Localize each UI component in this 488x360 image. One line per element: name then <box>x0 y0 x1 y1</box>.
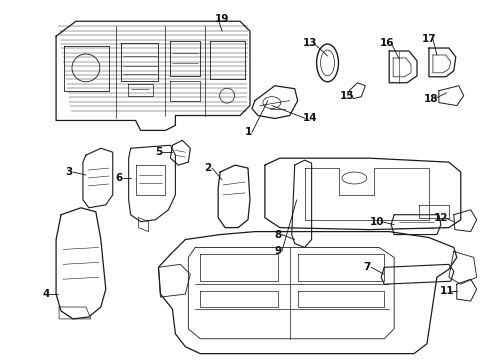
Polygon shape <box>453 210 476 231</box>
Text: 8: 8 <box>274 230 281 239</box>
Polygon shape <box>381 264 453 284</box>
Polygon shape <box>128 145 175 222</box>
Text: 13: 13 <box>302 38 316 48</box>
Polygon shape <box>83 148 113 208</box>
Polygon shape <box>121 43 158 81</box>
Polygon shape <box>349 83 365 99</box>
Polygon shape <box>456 279 476 301</box>
Polygon shape <box>438 86 463 105</box>
Text: 5: 5 <box>155 147 162 157</box>
Text: 10: 10 <box>369 217 384 227</box>
Text: 14: 14 <box>302 113 316 123</box>
Text: 18: 18 <box>423 94 437 104</box>
Text: 6: 6 <box>115 173 122 183</box>
Polygon shape <box>264 158 460 230</box>
Text: 12: 12 <box>433 213 447 223</box>
Polygon shape <box>170 140 190 165</box>
Text: 3: 3 <box>65 167 73 177</box>
Polygon shape <box>56 21 249 130</box>
Polygon shape <box>56 208 105 319</box>
Text: 17: 17 <box>421 34 435 44</box>
Polygon shape <box>251 86 297 118</box>
Text: 7: 7 <box>363 262 370 272</box>
Text: 9: 9 <box>274 247 281 256</box>
Text: 2: 2 <box>204 163 211 173</box>
Text: 1: 1 <box>244 127 251 138</box>
Text: 4: 4 <box>42 289 50 299</box>
Text: 16: 16 <box>379 38 394 48</box>
Polygon shape <box>291 160 311 247</box>
Text: 15: 15 <box>340 91 354 101</box>
Text: 11: 11 <box>439 286 453 296</box>
Polygon shape <box>158 231 456 354</box>
Polygon shape <box>218 165 249 228</box>
Polygon shape <box>390 215 440 235</box>
Text: 19: 19 <box>215 14 229 24</box>
Polygon shape <box>388 51 416 83</box>
Polygon shape <box>64 46 108 91</box>
Polygon shape <box>428 48 455 77</box>
